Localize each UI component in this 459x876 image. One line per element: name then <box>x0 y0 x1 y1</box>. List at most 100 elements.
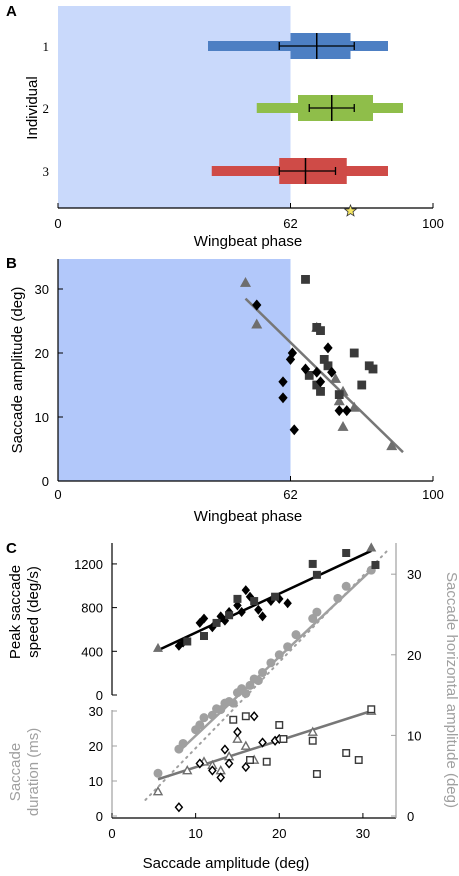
panel-c-speed-point-diamond-8 <box>233 600 242 611</box>
panel-c-speed-points <box>152 542 380 652</box>
panel-c-duration-point-diamond-open-4 <box>220 744 230 755</box>
panel-c-horizontal-amplitude-point-23 <box>308 614 318 624</box>
panel-c-duration-point-square-open-9 <box>354 756 363 764</box>
panel-c-bottom-y-tick-label-3: 30 <box>89 704 103 719</box>
panel-c-duration-point-triangle-open-6 <box>232 733 243 743</box>
panel-a-x-tick-label-1: 62 <box>283 216 297 231</box>
panel-c-speed-point-diamond-9 <box>237 607 246 617</box>
panel-c-right-y-axis-label: Saccade horizontal amplitude (deg) <box>443 572 459 808</box>
panel-b-point-square-7 <box>319 354 329 364</box>
panel-a-y-tick-label-2: 2 <box>43 101 50 116</box>
panel-c-x-tick-label-1: 10 <box>188 826 202 841</box>
panel-c-speed-point-square-2 <box>212 618 221 627</box>
panel-c-top-y-tick-label-2: 800 <box>81 601 103 616</box>
panel-c-duration-point-diamond-open-1 <box>195 758 205 769</box>
panel-b-x-tick-label-2: 100 <box>422 487 444 502</box>
panel-c-duration-point-triangle-open-9 <box>307 726 318 736</box>
panel-c-horizontal-amplitude-point-25 <box>333 593 343 603</box>
panel-c-duration-point-square-open-3 <box>262 757 271 766</box>
panel-b-x-axis-label: Wingbeat phase <box>194 508 302 525</box>
panel-c-duration-point-triangle-open-1 <box>182 765 193 775</box>
panel-a-letter: A <box>6 3 17 20</box>
panel-b-point-square-4 <box>304 370 314 380</box>
panel-c-horizontal-amplitude-point-18 <box>258 668 268 678</box>
panel-c-top-y-ticks: 0 400 800 1200 <box>74 557 117 703</box>
panel-c-right-y-tick-label-2: 20 <box>407 648 421 663</box>
panel-c-speed-point-square-7 <box>308 559 317 568</box>
panel-b-point-triangle-7 <box>337 420 349 431</box>
panel-c-speed-point-diamond-12 <box>254 604 263 615</box>
panel-b-points <box>239 274 398 451</box>
panel-b-point-square-8 <box>349 348 359 358</box>
panel-c-duration-point-diamond-open-6 <box>233 726 242 738</box>
panel-c-horizontal-amplitude-point-20 <box>274 650 284 660</box>
panel-a-x-tick-label-2: 100 <box>422 216 444 231</box>
panel-b-point-diamond-8 <box>315 376 326 388</box>
panel-c-speed-point-diamond-11 <box>245 591 255 602</box>
panel-c-x-tick-label-3: 30 <box>356 826 370 841</box>
panel-b-point-square-11 <box>368 364 378 374</box>
panel-c-horizontal-amplitude-point-8 <box>216 705 226 715</box>
panel-a-boxes <box>208 33 403 184</box>
panel-a: A 0 62 100 1 2 3 Individual Wingbeat phase <box>6 3 444 250</box>
panel-b-point-triangle-0 <box>239 276 252 287</box>
panel-a-box-2 <box>256 95 403 121</box>
panel-b-point-diamond-9 <box>323 342 333 354</box>
panel-b-point-triangle-6 <box>348 401 360 412</box>
panel-b-y-tick-label-3: 30 <box>35 282 49 297</box>
panel-b-letter: B <box>6 255 17 272</box>
panel-b-point-square-12 <box>334 390 344 399</box>
panel-c-duration-point-triangle-open-7 <box>240 740 252 750</box>
panel-c-speed-fit-line <box>157 549 372 652</box>
panel-c-speed-point-diamond-16 <box>283 598 292 609</box>
panel-c-bottom-y-tick-label-2: 20 <box>89 739 103 754</box>
panel-b-point-diamond-6 <box>300 363 311 375</box>
panel-c-top-y-axis-label-line1: Peak saccade <box>7 565 24 659</box>
panel-c-horizontal-amplitude-points <box>153 565 376 778</box>
panel-c-speed-point-square-10 <box>371 561 380 570</box>
panel-c-unity-line <box>144 549 389 801</box>
panel-c-duration-point-square-open-1 <box>241 712 250 721</box>
panel-b-point-diamond-10 <box>327 366 337 378</box>
panel-c-horizontal-amplitude-point-15 <box>245 680 255 690</box>
panel-c-speed-point-triangle-1 <box>366 542 377 552</box>
panel-c-horizontal-amplitude-point-0 <box>153 768 163 778</box>
panel-b-point-diamond-12 <box>342 405 352 417</box>
panel-b: B 0 62 100 0 10 20 30 Saccade amplitude (deg)… <box>6 255 444 525</box>
panel-b-x-tick-label-0: 0 <box>54 487 61 502</box>
panel-c-duration-point-square-open-2 <box>246 756 254 764</box>
panel-b-point-square-6 <box>316 386 325 396</box>
panel-c-duration-point-square-open-0 <box>229 715 238 724</box>
panel-c-duration-point-square-open-4 <box>275 721 284 729</box>
panel-c-top-y-tick-label-3: 1200 <box>74 557 103 572</box>
panel-b-fit-line <box>244 297 404 454</box>
panel-a-box-3 <box>211 158 388 184</box>
panel-b-shaded-region <box>58 259 291 481</box>
panel-c-right-y-ticks: 0 10 20 30 <box>391 567 421 824</box>
panel-c-horizontal-amplitude-point-4 <box>195 720 205 730</box>
panel-c-horizontal-amplitude-point-24 <box>312 607 322 617</box>
panel-c-duration-point-diamond-open-8 <box>249 711 259 722</box>
panel-a-star-marker <box>343 203 358 217</box>
panel-b-point-square-9 <box>357 380 367 390</box>
panel-b-y-ticks: 0 10 20 30 <box>35 282 63 489</box>
panel-b-x-tick-label-1: 62 <box>283 487 297 502</box>
panel-b-point-triangle-1 <box>251 318 263 329</box>
panel-c-top-y-axis-label-line2: speed (deg/s) <box>25 566 42 658</box>
panel-a-y-tick-label-1: 1 <box>43 39 50 54</box>
panel-b-point-diamond-4 <box>278 392 288 404</box>
panel-a-y-tick-labels: 1 2 3 <box>43 39 50 179</box>
panel-c-right-y-tick-label-0: 0 <box>407 809 414 824</box>
panel-c-horizontal-amplitude-point-2 <box>178 738 188 748</box>
panel-a-y-tick-label-3: 3 <box>43 164 50 179</box>
panel-b-point-diamond-7 <box>312 366 322 378</box>
panel-b-point-triangle-8 <box>386 440 398 451</box>
panel-c-duration-point-square-open-7 <box>312 770 321 778</box>
panel-a-x-axis-label: Wingbeat phase <box>194 233 302 250</box>
panel-c-top-y-tick-label-0: 0 <box>96 688 103 703</box>
panel-b-y-axis-label: Saccade amplitude (deg) <box>9 287 26 454</box>
panel-b-y-tick-label-0: 0 <box>42 474 49 489</box>
panel-a-box-1 <box>208 33 388 59</box>
panel-c-bottom-y-ticks: 0 10 20 30 <box>89 704 117 824</box>
panel-c-speed-point-square-9 <box>342 549 351 557</box>
